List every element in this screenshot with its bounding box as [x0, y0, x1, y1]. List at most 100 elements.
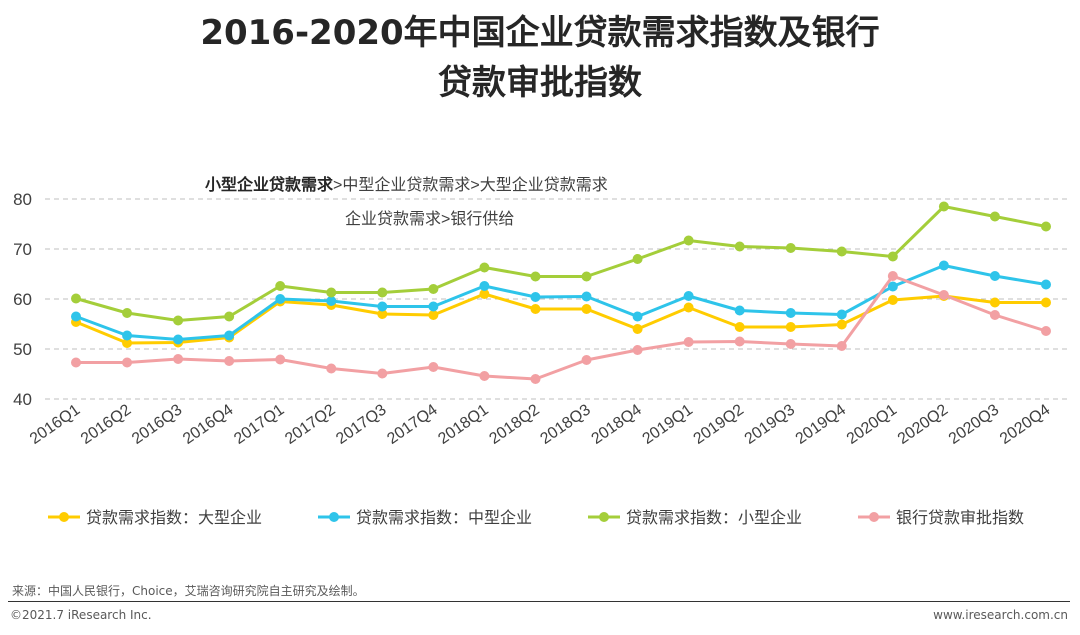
data-point: [887, 271, 898, 281]
data-point: [377, 368, 388, 379]
data-point: [887, 251, 898, 262]
data-point: [122, 338, 133, 348]
legend-label: 贷款需求指数：大型企业: [86, 509, 262, 527]
annotation-line-1: 小型企业贷款需求>中型企业贷款需求>大型企业贷款需求: [205, 175, 608, 194]
series-贷款需求指数：中型企业: [71, 260, 1051, 345]
data-point: [479, 371, 490, 381]
x-tick-label: 2020Q2: [895, 401, 951, 448]
y-tick-label: 50: [13, 340, 32, 359]
x-tick-label: 2017Q4: [384, 401, 440, 448]
data-point: [530, 292, 541, 302]
data-point: [887, 281, 898, 292]
data-point: [632, 254, 643, 264]
data-point: [326, 287, 337, 298]
data-point: [938, 260, 949, 271]
data-point: [377, 301, 388, 312]
series-line: [75, 292, 1046, 345]
data-point: [71, 293, 81, 304]
series-贷款需求指数：小型企业: [71, 201, 1051, 326]
data-point: [479, 289, 490, 299]
data-point: [1041, 297, 1051, 308]
data-point: [530, 374, 541, 384]
data-point: [734, 336, 745, 347]
data-point: [938, 290, 949, 300]
legend-marker: [59, 512, 69, 522]
data-point: [938, 201, 949, 212]
chart-title-line-2: 贷款审批指数: [438, 63, 642, 103]
data-point: [71, 357, 81, 368]
data-point: [836, 319, 847, 330]
x-tick-label: 2018Q1: [435, 401, 491, 448]
series-银行贷款审批指数: [71, 271, 1051, 384]
series-line: [75, 264, 1047, 341]
data-point: [785, 322, 796, 332]
legend-marker: [869, 512, 879, 522]
legend-label: 贷款需求指数：小型企业: [626, 509, 802, 527]
x-tick-label: 2020Q3: [946, 401, 1002, 448]
x-tick-label: 2018Q2: [486, 401, 542, 448]
data-point: [173, 315, 184, 326]
data-point: [479, 262, 490, 273]
x-tick-label: 2016Q3: [129, 401, 185, 448]
data-point: [224, 311, 235, 322]
data-point: [632, 345, 643, 355]
legend-item: 银行贷款审批指数: [858, 509, 1024, 527]
y-tick-label: 80: [13, 190, 32, 209]
y-tick-label: 70: [13, 240, 32, 259]
data-point: [581, 291, 592, 302]
x-tick-label: 2017Q2: [282, 401, 338, 448]
data-point: [734, 241, 745, 252]
data-point: [683, 291, 694, 301]
data-point: [632, 324, 643, 334]
series-line: [75, 205, 1047, 322]
x-tick-label: 2018Q4: [588, 401, 644, 448]
x-tick-label: 2020Q1: [844, 401, 900, 448]
data-point: [275, 354, 286, 365]
data-point: [122, 308, 133, 318]
data-point: [836, 309, 847, 320]
data-point: [275, 294, 286, 304]
y-tick-label: 40: [13, 390, 32, 409]
data-point: [785, 308, 796, 318]
annotation-line-2: 企业贷款需求>银行供给: [345, 210, 514, 228]
data-point: [377, 309, 388, 319]
data-point: [1041, 326, 1051, 336]
x-tick-label: 2019Q2: [691, 401, 747, 448]
data-point: [173, 354, 184, 364]
x-tick-label: 2019Q3: [742, 401, 798, 448]
x-tick-label: 2020Q4: [997, 401, 1053, 448]
data-point: [734, 322, 745, 332]
x-tick-label: 2019Q4: [793, 401, 849, 448]
series-line: [76, 274, 1047, 381]
data-point: [224, 330, 235, 341]
legend-item: 贷款需求指数：中型企业: [318, 509, 532, 527]
x-tick-label: 2019Q1: [640, 401, 696, 448]
data-point: [683, 302, 694, 313]
data-point: [122, 357, 133, 368]
data-point: [836, 341, 847, 351]
annotation-bold-part: 小型企业贷款需求: [205, 175, 334, 194]
data-point: [581, 304, 592, 314]
legend-marker: [599, 512, 609, 522]
chart-title-line-1: 2016-2020年中国企业贷款需求指数及银行: [200, 13, 880, 53]
legend-item: 贷款需求指数：小型企业: [588, 509, 802, 527]
data-point: [530, 304, 541, 314]
data-point: [581, 355, 592, 365]
data-point: [1041, 221, 1051, 232]
data-point: [428, 310, 439, 320]
chart-title: 2016-2020年中国企业贷款需求指数及银行 贷款审批指数: [0, 8, 1080, 108]
data-point: [275, 281, 286, 291]
data-point: [173, 334, 184, 345]
legend-item: 贷款需求指数：大型企业: [48, 509, 262, 527]
x-tick-label: 2016Q4: [180, 401, 236, 448]
data-point: [581, 271, 592, 282]
data-point: [989, 211, 1000, 222]
x-tick-label: 2017Q1: [231, 401, 287, 448]
website: www.iresearch.com.cn: [933, 608, 1068, 622]
data-point: [989, 297, 1000, 308]
data-point: [122, 330, 133, 341]
data-point: [71, 311, 81, 322]
data-point: [224, 356, 235, 366]
data-point: [326, 296, 337, 306]
data-point: [377, 287, 388, 298]
